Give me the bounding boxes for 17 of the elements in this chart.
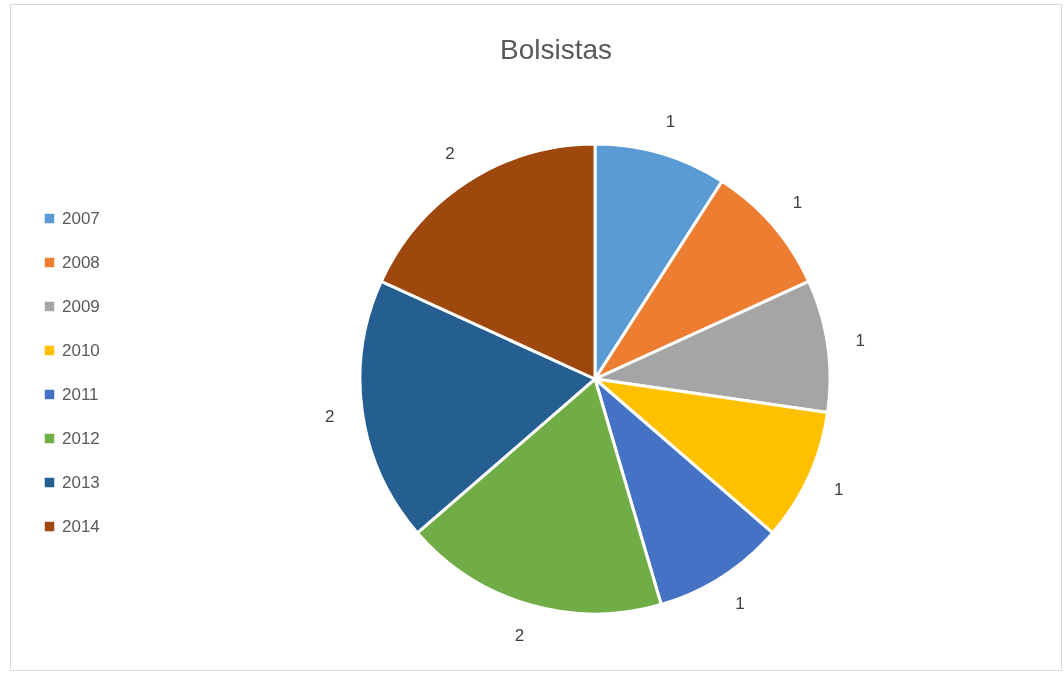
legend-label: 2007 — [62, 208, 100, 228]
legend-label: 2008 — [62, 252, 100, 272]
data-label: 2 — [514, 626, 525, 646]
legend-label: 2010 — [62, 340, 100, 360]
legend-label: 2013 — [62, 472, 100, 492]
data-label: 2 — [324, 407, 335, 427]
legend-label: 2011 — [62, 384, 99, 404]
legend-label: 2009 — [62, 296, 100, 316]
data-label: 1 — [665, 111, 676, 131]
data-label: 1 — [792, 193, 803, 213]
data-label: 1 — [855, 330, 866, 350]
data-label: 1 — [735, 594, 745, 614]
data-label: 2 — [445, 143, 455, 163]
chart-title: Bolsistas — [499, 34, 613, 65]
legend-label: 2012 — [62, 428, 100, 448]
data-label: 1 — [834, 480, 844, 500]
legend-label: 2014 — [62, 516, 100, 536]
